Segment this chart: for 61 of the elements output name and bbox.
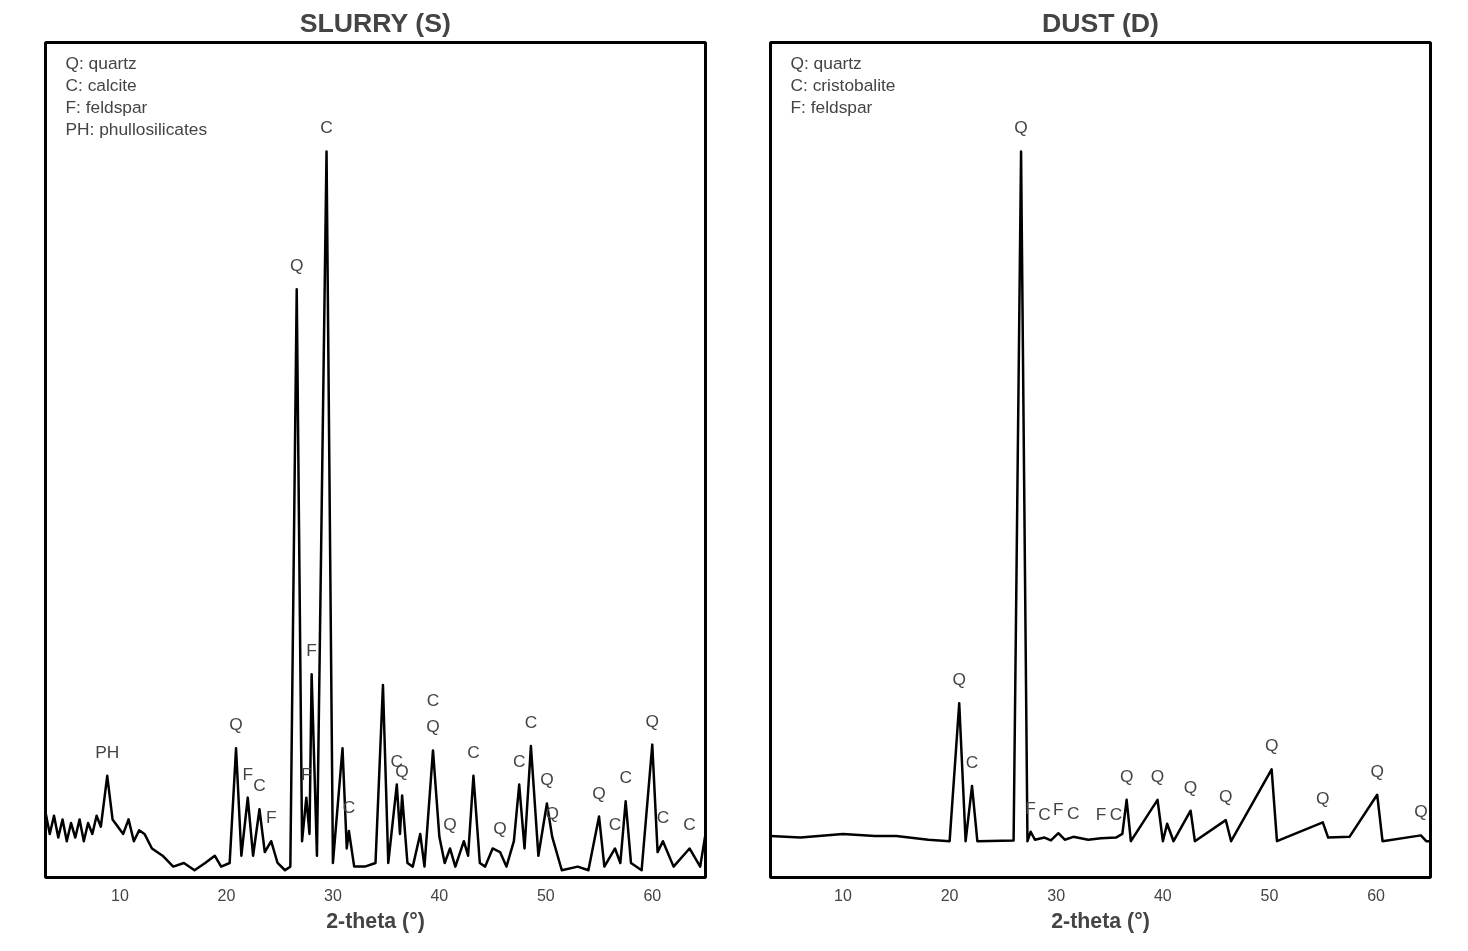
x-tick-label: 20 (940, 886, 959, 904)
annotation: Q (592, 782, 606, 803)
annotation: Q (443, 814, 457, 835)
x-tick-label: 30 (1047, 886, 1066, 904)
annotation: Q (1183, 776, 1198, 797)
annotation: Q (1150, 765, 1165, 786)
annotation: C (1109, 803, 1123, 824)
annotation: C (1067, 802, 1080, 823)
annotation: C (683, 814, 696, 835)
annotation: Q (426, 716, 440, 737)
chart-title: SLURRY (S) (299, 7, 451, 38)
annotation: Q (1219, 786, 1233, 807)
x-tick-label: 50 (536, 886, 555, 904)
chart-title: DUST (D) (1042, 7, 1159, 38)
annotation: F (1095, 804, 1107, 825)
x-tick-label: 40 (430, 886, 449, 904)
x-tick-label: 40 (1153, 886, 1172, 904)
annotation: Q (493, 818, 507, 839)
annotation: C (656, 807, 670, 828)
annotation: PH (95, 741, 120, 762)
x-tick-label: 20 (217, 886, 236, 904)
annotation: Q (1264, 735, 1279, 756)
annotation: Q (1014, 117, 1028, 138)
x-tick-label: 60 (1367, 886, 1386, 904)
x-tick-label: 30 (324, 886, 342, 904)
annotation: C (965, 752, 979, 773)
annotation: F (1053, 799, 1064, 820)
annotation: Q (229, 714, 243, 735)
annotation: C (512, 750, 526, 771)
annotation: C (253, 775, 266, 796)
annotation: F (306, 640, 317, 661)
text: F: feldspar (790, 96, 873, 117)
text: PH: phullosilicates (65, 118, 208, 139)
x-tick-label: 50 (1260, 886, 1279, 904)
annotation: C (608, 814, 622, 835)
annotation: Q (1370, 760, 1384, 781)
x-axis-title: 2-theta (°) (1051, 908, 1150, 933)
annotation: C (524, 712, 538, 733)
annotation: C (320, 117, 333, 138)
text: C: calcite (65, 74, 137, 95)
annotation: C (467, 741, 480, 762)
x-tick-label: 10 (111, 886, 130, 904)
text: F: feldspar (65, 96, 148, 117)
annotation: C (426, 690, 440, 711)
annotation: Q (952, 669, 966, 690)
text: C: cristobalite (790, 74, 896, 95)
annotation: C (1038, 803, 1051, 824)
annotation: C (619, 767, 632, 788)
x-axis-title: 2-theta (°) (326, 908, 425, 933)
annotation: F (242, 763, 254, 784)
x-tick-label: 60 (643, 886, 662, 904)
text: Q: quartz (790, 52, 862, 73)
x-tick-label: 10 (834, 886, 852, 904)
annotation: Q (645, 710, 660, 731)
annotation: Q (1119, 765, 1134, 786)
annotation: Q (1316, 788, 1330, 809)
annotation: Q (1414, 801, 1428, 822)
annotation: Q (289, 255, 304, 276)
text: Q: quartz (65, 52, 137, 73)
annotation: Q (540, 769, 554, 790)
annotation: F (265, 807, 277, 828)
